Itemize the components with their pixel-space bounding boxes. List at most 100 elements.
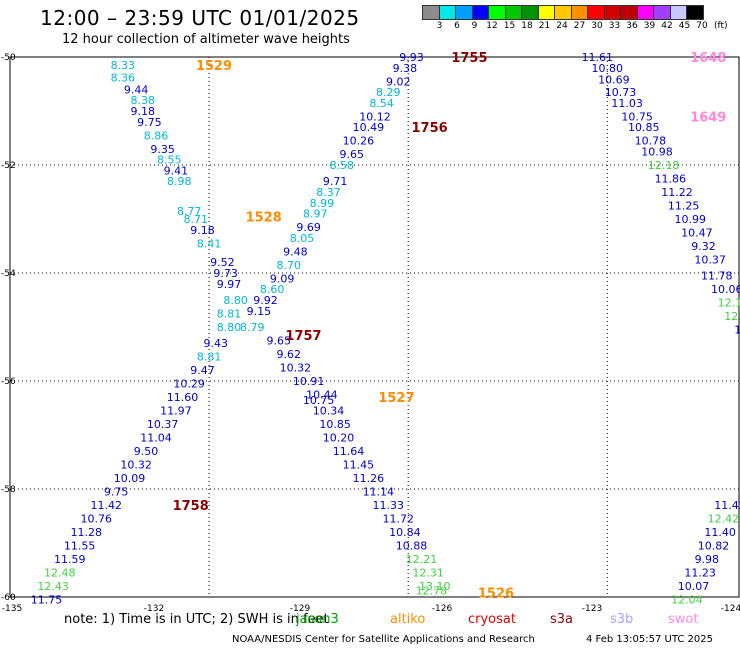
wave-height-value: 10.99 [674, 213, 706, 226]
wave-height-value: 8.86 [144, 129, 169, 142]
wave-height-value: 9.69 [296, 221, 321, 234]
scale-label: 21 [538, 21, 551, 31]
pass-label: 1755 [451, 51, 487, 66]
wave-height-value: 10.29 [173, 378, 205, 391]
scale-swatch [686, 5, 704, 20]
wave-height-value: 11.97 [160, 405, 192, 418]
wave-height-value: 10.37 [694, 254, 726, 267]
wave-height-value: 9.62 [276, 348, 301, 361]
wave-height-value: 9.18 [190, 224, 215, 237]
wave-height-value: 10.49 [353, 121, 385, 134]
wave-height-value: 9.18 [130, 105, 155, 118]
x-tick-label: -132 [144, 604, 164, 614]
wave-height-value: 9.71 [323, 175, 348, 188]
wave-height-value: 8.81 [197, 351, 222, 364]
wave-height-value: 9.09 [270, 272, 295, 285]
wave-height-value: 12.43 [37, 580, 69, 593]
scale-label: 15 [503, 21, 516, 31]
wave-height-value: 10.84 [389, 526, 421, 539]
wave-height-value: 8.29 [376, 86, 401, 99]
wave-height-value: 10.44 [306, 389, 338, 402]
wave-height-value: 8.33 [111, 59, 136, 72]
wave-height-value: 10.98 [641, 146, 673, 159]
wave-height-value: 10.47 [681, 227, 713, 240]
scale-label: 39 [643, 21, 656, 31]
wave-height-value: 9.65 [267, 335, 292, 348]
color-scale-bar [422, 5, 704, 20]
generated-timestamp: 4 Feb 13:05:57 UTC 2025 [586, 634, 713, 645]
wave-height-value: 8.79 [240, 321, 265, 334]
wave-height-value: 10.32 [120, 459, 152, 472]
wave-height-value: 10.75 [621, 110, 653, 123]
wave-height-value: 11.28 [71, 526, 103, 539]
wave-height-value: 8.81 [217, 308, 242, 321]
x-tick-label: -126 [432, 604, 453, 614]
y-tick-label: -50 [1, 53, 16, 63]
wave-height-value: 10.09 [114, 472, 146, 485]
wave-height-value: 11.55 [64, 540, 96, 553]
legend-cryosat: cryosat [468, 612, 516, 627]
wave-height-value: 11.22 [661, 186, 693, 199]
x-tick-label: -123 [582, 604, 602, 614]
wave-height-value: 8.55 [157, 154, 182, 167]
wave-height-value: 11.42 [90, 499, 122, 512]
wave-height-value: 9.75 [137, 116, 162, 129]
wave-height-value: 11.45 [343, 459, 375, 472]
wave-height-value: 11.33 [373, 499, 405, 512]
scale-label: 45 [678, 21, 691, 31]
wave-height-value: 8.70 [276, 259, 301, 272]
wave-height-value: 12.11 [718, 297, 740, 310]
wave-height-value: 10.73 [605, 86, 637, 99]
legend-jason3: jason3 [296, 612, 339, 627]
wave-height-value: 10.32 [280, 362, 312, 375]
wave-height-value: 8.05 [290, 232, 315, 245]
scale-label: 42 [661, 21, 673, 31]
wave-height-value: 11.72 [382, 513, 414, 526]
color-scale-unit: (ft) [714, 21, 728, 31]
wave-height-value: 10.76 [81, 513, 113, 526]
x-tick-label: -129 [290, 604, 311, 614]
wave-height-value: 9.97 [217, 278, 242, 291]
wave-height-value: 10.26 [343, 135, 375, 148]
wave-height-value: 11.25 [668, 200, 700, 213]
wave-height-value: 10.34 [313, 405, 345, 418]
wave-height-value: 11.28 [734, 324, 740, 337]
wave-height-value: 10.37 [147, 418, 179, 431]
legend-s3a: s3a [550, 612, 574, 627]
wave-height-value: 12.04 [671, 594, 703, 607]
wave-height-value: 9.75 [104, 486, 129, 499]
wave-height-value: 9.38 [393, 62, 418, 75]
wave-height-value: 11.75 [31, 594, 63, 607]
pass-label: 1526 [478, 587, 514, 602]
wave-height-value: 11.64 [333, 445, 365, 458]
legend-s3b: s3b [610, 612, 634, 627]
wave-height-value: 9.41 [164, 164, 189, 177]
wave-height-value: 11.04 [140, 432, 172, 445]
scale-label: 6 [454, 21, 460, 31]
pass-label: 1758 [173, 499, 209, 514]
wave-height-value: 8.80 [223, 294, 248, 307]
wave-height-value: 9.52 [210, 256, 235, 269]
wave-height-value: 10.78 [635, 135, 667, 148]
wave-height-value: 9.93 [399, 51, 424, 64]
wave-height-value: 9.48 [283, 245, 308, 258]
wave-height-value: 10.69 [598, 74, 630, 87]
wave-height-value: 8.37 [316, 186, 341, 199]
legend-swot: swot [668, 612, 699, 627]
wave-height-value: 12.18 [648, 159, 680, 172]
wave-height-value: 12.78 [416, 585, 448, 598]
pass-label: 1648 [690, 51, 726, 66]
pass-label: 1756 [412, 121, 448, 136]
wave-height-value: 10.75 [303, 394, 335, 407]
wave-height-value: 10.85 [628, 121, 660, 134]
page-title: 12:00 – 23:59 UTC 01/01/2025 [40, 6, 360, 30]
wave-height-value: 9.32 [691, 240, 716, 253]
plot-frame [9, 56, 740, 598]
wave-height-value: 9.15 [247, 305, 272, 318]
wave-height-value: 9.44 [124, 83, 149, 96]
wave-height-value: 11.61 [582, 51, 614, 64]
wave-height-value: 8.36 [111, 72, 136, 85]
wave-height-value: 11.26 [353, 472, 385, 485]
chart-subtitle: 12 hour collection of altimeter wave hei… [62, 32, 350, 47]
